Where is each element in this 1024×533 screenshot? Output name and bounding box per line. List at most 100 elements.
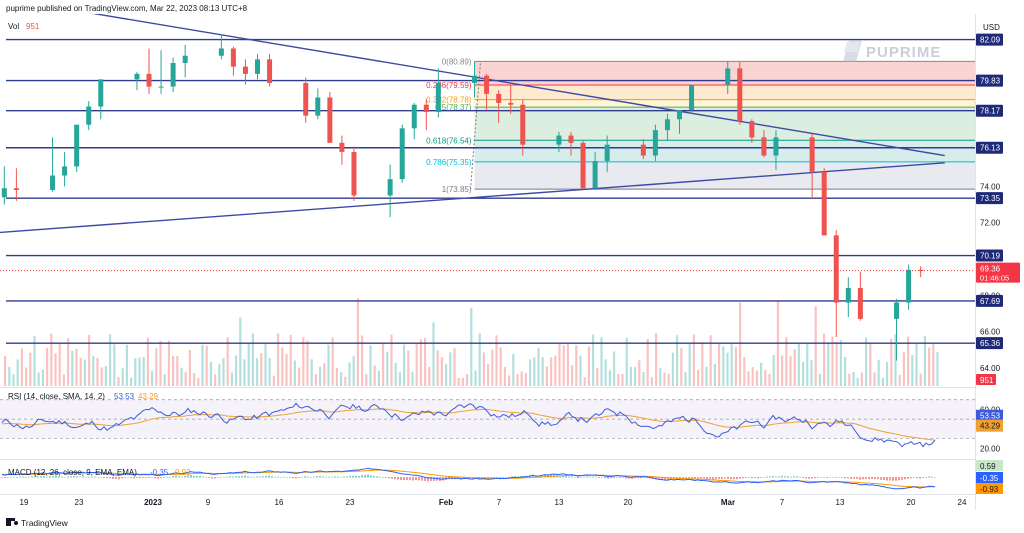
level-badge-text: 79.83 [980, 77, 1001, 86]
volume-bar [226, 337, 229, 386]
macd-histogram-bar [112, 477, 114, 480]
volume-bar [772, 355, 775, 386]
macd-histogram-bar [589, 476, 591, 478]
macd-histogram-bar [376, 476, 378, 478]
volume-bar [268, 358, 271, 386]
candle-body [1, 188, 7, 198]
volume-bar [797, 342, 800, 386]
rsi-legend-ma: 43.29 [138, 392, 159, 401]
fib-zone [474, 61, 975, 85]
volume-bar [755, 370, 758, 386]
macd-histogram-bar [568, 476, 570, 478]
volume-bar [558, 342, 561, 386]
macd-histogram-bar [175, 475, 177, 478]
volume-bar [516, 373, 519, 386]
macd-histogram-bar [115, 477, 117, 479]
time-tick-label: 16 [275, 498, 284, 507]
trendline[interactable] [0, 162, 945, 250]
volume-bar [898, 374, 901, 386]
macd-histogram-bar [262, 476, 264, 478]
macd-histogram-bar [625, 477, 627, 479]
macd-histogram-bar [604, 477, 606, 479]
current-price-text: 69.36 [980, 265, 1001, 274]
candle-body [761, 137, 767, 156]
macd-histogram-bar [316, 476, 318, 478]
macd-histogram-bar [730, 477, 732, 480]
rsi-title[interactable]: RSI (14, close, SMA, 14, 2) [8, 392, 105, 401]
candle-body [894, 302, 900, 319]
macd-histogram-bar [841, 477, 843, 478]
volume-bar [92, 355, 95, 386]
volume-bar [907, 336, 910, 386]
volume-bar [390, 334, 393, 386]
volume-bar [125, 344, 128, 386]
volume-bar [503, 366, 506, 386]
volume-bar [743, 356, 746, 386]
rsi-value-text: 53.53 [980, 412, 1001, 421]
time-tick-label: 7 [497, 498, 502, 507]
volume-bar [373, 365, 376, 386]
level-badge [976, 337, 1003, 350]
volume-badge [976, 374, 996, 385]
candle-body [182, 55, 188, 63]
macd-histogram-bar [907, 477, 909, 479]
volume-bar [356, 298, 359, 386]
volume-bar [440, 357, 443, 386]
candle-body [327, 97, 333, 143]
volume-bar [419, 339, 422, 386]
volume-bar [764, 370, 767, 386]
candle-body [267, 59, 273, 83]
volume-bar [768, 373, 771, 386]
volume-bar [575, 345, 578, 386]
volume-bar [671, 352, 674, 386]
macd-histogram-bar [796, 476, 798, 478]
volume-bar [487, 364, 490, 386]
macd-histogram-bar [121, 477, 123, 479]
fibonacci-retracement[interactable]: 0(80.89) 0.236(79.59) 0.382(78.78)0.5(78.3… [426, 57, 975, 194]
candle-body [906, 269, 912, 303]
volume-bar [436, 350, 439, 386]
candle-body [98, 79, 104, 107]
macd-histogram-bar [853, 477, 855, 479]
macd-histogram-bar [637, 477, 639, 479]
macd-histogram-bar [610, 477, 612, 479]
volume-bar [818, 373, 821, 386]
trendline[interactable] [0, 0, 945, 157]
macd-histogram-bar [736, 477, 738, 480]
macd-histogram-bar [55, 475, 57, 478]
candle-body [158, 86, 164, 88]
fib-zone [474, 99, 975, 108]
time-tick-label: Mar [721, 498, 735, 507]
candle-body [580, 142, 586, 189]
macd-histogram-bar [727, 477, 729, 479]
macd-title[interactable]: MACD (12, 26, close, 9, EMA, EMA) [8, 468, 137, 477]
volume-badge-text: 951 [980, 376, 994, 385]
time-tick-label: 13 [555, 498, 564, 507]
macd-histogram-bar [922, 477, 924, 478]
macd-histogram-bar [733, 477, 735, 480]
fib-level-label: 0.382(78.78) [426, 96, 472, 105]
macd-histogram-bar [700, 477, 702, 479]
macd-histogram-bar [202, 476, 204, 478]
volume-bar [432, 322, 435, 386]
volume-bar [235, 355, 238, 386]
macd-histogram-bar [421, 477, 423, 481]
horizontal-levels[interactable] [6, 38, 975, 344]
macd-histogram-bar [16, 477, 18, 478]
volume-legend-label[interactable]: Vol [8, 22, 19, 31]
volume-bar [638, 360, 641, 386]
volume-bar [25, 367, 28, 386]
trendlines[interactable] [0, 0, 945, 250]
macd-histogram-bar [562, 475, 564, 478]
volume-bar [902, 351, 905, 386]
volume-bar [331, 337, 334, 386]
macd-histogram-bar [532, 474, 534, 478]
volume-bar [869, 343, 872, 386]
tradingview-logo[interactable]: TradingView [6, 518, 69, 528]
volume-bar [667, 373, 670, 386]
macd-histogram-bar [856, 477, 858, 479]
macd-histogram-bar [160, 477, 162, 479]
macd-histogram-bar [235, 476, 237, 478]
macd-histogram-bar [136, 477, 138, 478]
macd-histogram-bar [280, 477, 282, 478]
